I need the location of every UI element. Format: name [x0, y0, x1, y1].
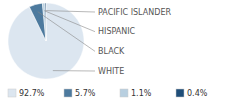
pie-slice — [45, 3, 47, 41]
pie-slice — [29, 3, 46, 41]
slice-label: PACIFIC ISLANDER — [98, 8, 171, 17]
legend-label: 5.7% — [75, 89, 96, 98]
legend-swatch — [64, 89, 72, 97]
legend-entry: 0.4% — [176, 89, 208, 98]
pie — [8, 3, 84, 79]
legend-entry: 5.7% — [64, 89, 96, 98]
slice-label: HISPANIC — [98, 27, 136, 36]
legend-entry: 92.7% — [8, 89, 45, 98]
legend-swatch — [176, 89, 184, 97]
leader-line — [46, 11, 95, 12]
legend-entry: 1.1% — [120, 89, 152, 98]
legend-label: 92.7% — [19, 89, 45, 98]
chart: PACIFIC ISLANDER HISPANIC BLACK WHITE 92.7% 5… — [0, 0, 240, 100]
labels: PACIFIC ISLANDER HISPANIC BLACK WHITE — [38, 8, 172, 76]
legend-label: 0.4% — [187, 89, 208, 98]
legend-swatch — [8, 89, 16, 97]
slice-label: WHITE — [98, 67, 124, 76]
leader-line — [53, 70, 95, 71]
legend-swatch — [120, 89, 128, 97]
slice-label: BLACK — [98, 47, 125, 56]
pie-slice — [8, 3, 84, 79]
leader-line — [38, 12, 95, 52]
legend: 92.7% 5.7% 1.1% 0.4% — [8, 89, 208, 98]
pie-slice — [42, 3, 46, 41]
legend-label: 1.1% — [131, 89, 152, 98]
